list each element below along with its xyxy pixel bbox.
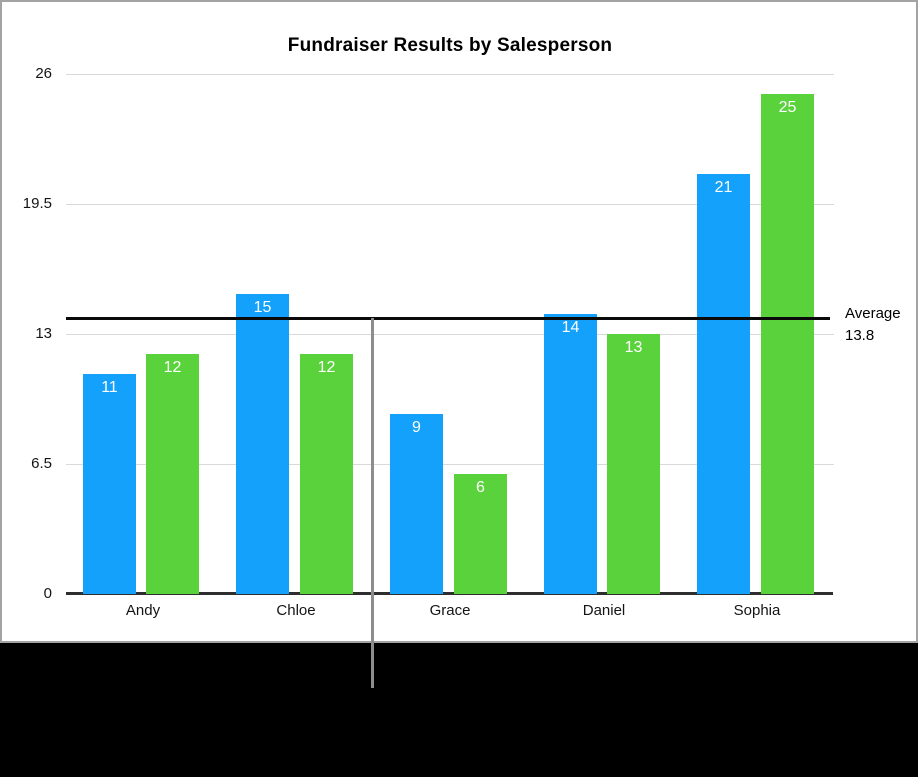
bar-green-series-sophia[interactable]: 25 <box>761 94 814 594</box>
x-tick-label: Chloe <box>276 602 316 619</box>
gridline <box>66 334 834 335</box>
gridline <box>66 204 834 205</box>
gridline <box>66 74 834 75</box>
x-axis-line <box>66 592 833 595</box>
average-reference-label: Average 13.8 <box>845 303 901 347</box>
y-tick-label: 13 <box>35 325 52 342</box>
gridline <box>66 464 834 465</box>
y-tick-label: 6.5 <box>31 455 52 472</box>
bar-value-label: 15 <box>253 299 272 316</box>
average-reference-line <box>66 317 830 320</box>
bar-value-label: 12 <box>163 359 182 376</box>
bar-value-label: 14 <box>561 319 580 336</box>
bar-blue-series-chloe[interactable]: 15 <box>236 294 289 594</box>
chart-title: Fundraiser Results by Salesperson <box>287 35 613 56</box>
bar-blue-series-sophia[interactable]: 21 <box>697 174 750 594</box>
average-value-text: 13.8 <box>845 327 875 344</box>
bar-value-label: 12 <box>317 359 336 376</box>
y-tick-label: 19.5 <box>22 195 52 212</box>
bar-green-series-chloe[interactable]: 12 <box>300 354 353 594</box>
bar-green-series-grace[interactable]: 6 <box>454 474 507 594</box>
average-label-text: Average <box>845 305 901 322</box>
bar-blue-series-andy[interactable]: 11 <box>83 374 136 594</box>
bar-green-series-daniel[interactable]: 13 <box>607 334 660 594</box>
x-tick-label: Andy <box>125 602 161 619</box>
x-tick-label: Sophia <box>733 602 781 619</box>
bar-value-label: 9 <box>412 419 421 436</box>
callout-line <box>371 318 374 688</box>
x-tick-label: Daniel <box>582 602 626 619</box>
bar-value-label: 6 <box>476 479 485 496</box>
bar-blue-series-daniel[interactable]: 14 <box>544 314 597 594</box>
bar-value-label: 13 <box>624 339 643 356</box>
bar-value-label: 11 <box>101 379 118 396</box>
y-tick-label: 26 <box>35 65 52 82</box>
bar-value-label: 21 <box>714 179 733 196</box>
x-tick-label: Grace <box>429 602 471 619</box>
bar-blue-series-grace[interactable]: 9 <box>390 414 443 594</box>
y-tick-label: 0 <box>43 585 52 602</box>
bar-green-series-andy[interactable]: 12 <box>146 354 199 594</box>
bar-value-label: 25 <box>778 99 797 116</box>
chart-panel: Fundraiser Results by Salesperson 0 6.5 13… <box>0 0 918 643</box>
